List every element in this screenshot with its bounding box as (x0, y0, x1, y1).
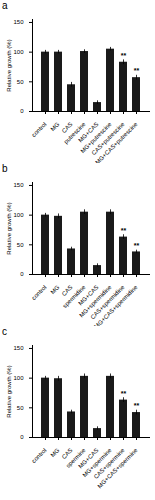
svg-text:control: control (31, 447, 48, 464)
svg-text:MG+CAS+spermidine: MG+CAS+spermidine (93, 284, 139, 326)
svg-text:MG: MG (49, 121, 60, 132)
svg-text:Relative growth (%): Relative growth (%) (6, 365, 12, 417)
svg-text:**: ** (121, 390, 127, 397)
svg-text:**: ** (121, 52, 127, 59)
svg-text:CAS: CAS (60, 121, 74, 135)
svg-text:**: ** (134, 67, 140, 74)
svg-text:150: 150 (13, 345, 24, 351)
svg-text:50: 50 (17, 405, 24, 411)
svg-text:100: 100 (13, 375, 24, 381)
svg-text:Relative growth (%): Relative growth (%) (6, 39, 12, 91)
svg-text:50: 50 (17, 79, 24, 85)
svg-text:CAS: CAS (60, 447, 74, 461)
svg-text:100: 100 (13, 212, 24, 218)
svg-text:control: control (31, 284, 48, 301)
svg-text:MG+spermidine: MG+spermidine (78, 284, 113, 319)
svg-text:**: ** (134, 402, 140, 409)
svg-text:MG: MG (49, 447, 60, 458)
svg-text:MG+CAS+spermine: MG+CAS+spermine (96, 447, 139, 489)
svg-text:putrescine: putrescine (62, 121, 87, 145)
html-text:c: c (2, 326, 7, 337)
svg-text:MG: MG (49, 284, 60, 295)
html-text:b: b (2, 163, 8, 174)
svg-text:spermine: spermine (64, 447, 87, 469)
svg-text:**: ** (134, 242, 140, 249)
svg-text:100: 100 (13, 49, 24, 55)
svg-text:0: 0 (20, 271, 24, 277)
svg-text:spermidine: spermidine (61, 284, 87, 310)
svg-text:Relative growth (%): Relative growth (%) (6, 202, 12, 254)
svg-text:MG+spermine: MG+spermine (81, 447, 113, 479)
html-text:a: a (2, 0, 8, 11)
svg-text:CAS: CAS (60, 284, 74, 298)
svg-text:MG+CAS+putrescine: MG+CAS+putrescine (94, 121, 139, 163)
svg-text:control: control (31, 121, 48, 138)
svg-text:150: 150 (13, 19, 24, 25)
svg-text:0: 0 (20, 434, 24, 440)
svg-text:50: 50 (17, 242, 24, 248)
svg-text:0: 0 (20, 108, 24, 114)
svg-text:**: ** (121, 227, 127, 234)
svg-text:MG+putrescine: MG+putrescine (79, 121, 113, 155)
svg-text:150: 150 (13, 182, 24, 188)
